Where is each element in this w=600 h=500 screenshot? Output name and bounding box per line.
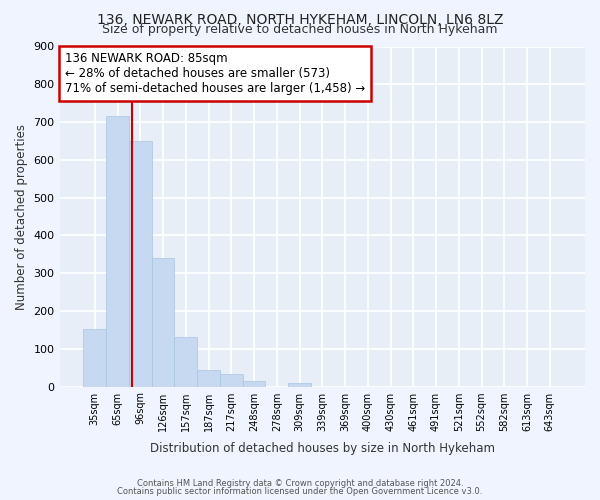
Text: 136, NEWARK ROAD, NORTH HYKEHAM, LINCOLN, LN6 8LZ: 136, NEWARK ROAD, NORTH HYKEHAM, LINCOLN…: [97, 12, 503, 26]
Bar: [106, 116, 129, 386]
Text: Contains HM Land Registry data © Crown copyright and database right 2024.: Contains HM Land Registry data © Crown c…: [137, 478, 463, 488]
X-axis label: Distribution of detached houses by size in North Hykeham: Distribution of detached houses by size …: [150, 442, 495, 455]
Bar: [220, 374, 242, 386]
Bar: [83, 329, 106, 386]
Text: Size of property relative to detached houses in North Hykeham: Size of property relative to detached ho…: [102, 22, 498, 36]
Bar: [129, 141, 152, 386]
Y-axis label: Number of detached properties: Number of detached properties: [15, 124, 28, 310]
Text: Contains public sector information licensed under the Open Government Licence v3: Contains public sector information licen…: [118, 487, 482, 496]
Text: 136 NEWARK ROAD: 85sqm
← 28% of detached houses are smaller (573)
71% of semi-de: 136 NEWARK ROAD: 85sqm ← 28% of detached…: [65, 52, 365, 94]
Bar: [175, 338, 197, 386]
Bar: [152, 258, 175, 386]
Bar: [242, 381, 265, 386]
Bar: [288, 382, 311, 386]
Bar: [197, 370, 220, 386]
